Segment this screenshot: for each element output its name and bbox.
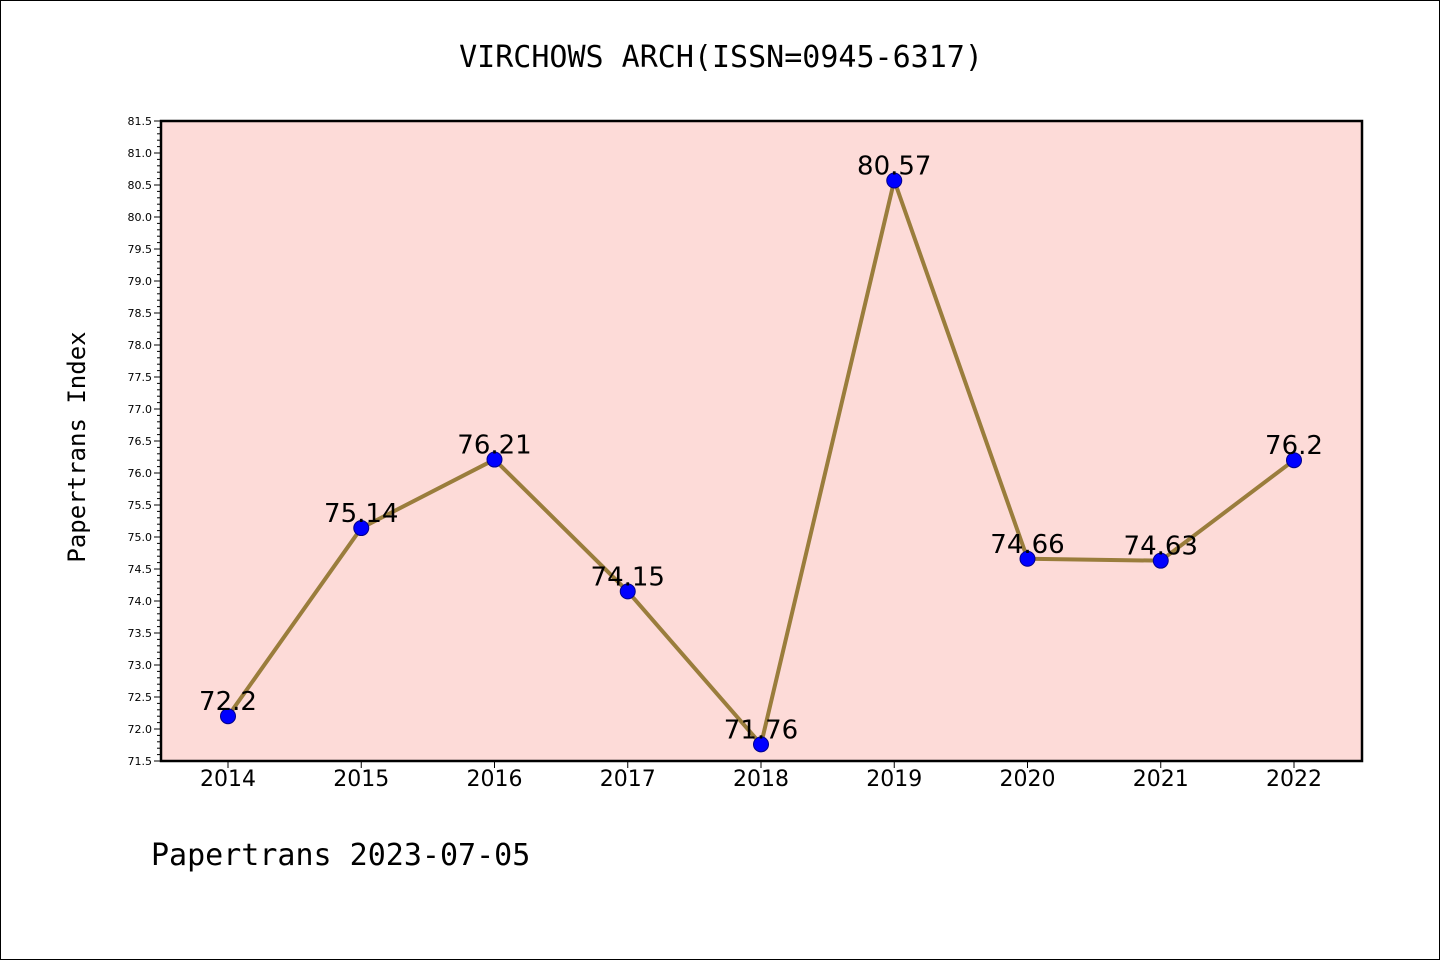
y-tick-label: 72.5: [128, 691, 153, 704]
data-label: 76.21: [457, 431, 531, 461]
series-group: 72.2 75.14 76.21 74.15 71.76 80.57 74.66 74.63 7…: [199, 152, 1323, 753]
x-tick-label: 2019: [866, 767, 922, 792]
x-tick-label: 2021: [1133, 767, 1189, 792]
y-tick-label: 81.5: [128, 115, 153, 128]
y-tick-label: 73.5: [128, 627, 153, 640]
footer-text: Papertrans 2023-07-05: [151, 838, 530, 873]
data-point: [486, 451, 503, 468]
data-point: [220, 708, 236, 725]
y-tick-label: 81.0: [128, 147, 153, 160]
y-tick-label: 76.0: [128, 467, 153, 480]
x-tick-label: 2014: [200, 767, 256, 792]
x-tick-label: 2020: [1000, 767, 1056, 792]
y-tick-label: 73.0: [128, 659, 153, 672]
x-axis: 2014 2015 2016 2017 2018 2019 2020 2021 2022: [200, 761, 1322, 792]
data-point: [619, 583, 636, 600]
data-label: 76.2: [1265, 431, 1323, 461]
data-point: [753, 736, 769, 753]
y-tick-label: 80.0: [128, 211, 153, 224]
y-tick-label: 78.5: [128, 307, 153, 320]
data-label: 74.63: [1124, 532, 1198, 562]
data-point: [1286, 452, 1302, 469]
x-tick-label: 2017: [600, 767, 656, 792]
y-tick-label: 75.0: [128, 531, 153, 544]
y-tick-label: 72.0: [128, 723, 153, 736]
x-tick-label: 2018: [733, 767, 789, 792]
data-label: 72.2: [199, 687, 257, 717]
y-tick-label: 80.5: [128, 179, 153, 192]
y-tick-label: 79.0: [128, 275, 153, 288]
x-tick-label: 2015: [333, 767, 389, 792]
data-label: 74.15: [591, 562, 665, 592]
x-tick-label: 2022: [1266, 767, 1322, 792]
data-label: 75.14: [324, 499, 398, 529]
data-point: [1019, 550, 1036, 567]
data-point: [353, 520, 370, 537]
data-label: 80.57: [857, 152, 931, 182]
data-label: 71.76: [724, 715, 798, 745]
y-tick-label: 74.5: [128, 563, 153, 576]
y-axis-label: Papertrans Index: [63, 331, 91, 562]
y-tick-label: 71.5: [128, 755, 153, 768]
chart-title: VIRCHOWS ARCH(ISSN=0945-6317): [459, 40, 983, 75]
data-point: [886, 172, 903, 189]
y-tick-label: 74.0: [128, 595, 153, 608]
plot-area: [159, 119, 1364, 763]
y-tick-label: 76.5: [128, 435, 153, 448]
y-tick-label: 77.5: [128, 371, 153, 384]
data-label: 74.66: [990, 530, 1064, 560]
x-tick-label: 2016: [467, 767, 523, 792]
y-tick-label: 77.0: [128, 403, 153, 416]
y-tick-label: 75.5: [128, 499, 153, 512]
y-tick-label: 78.0: [128, 339, 153, 352]
y-tick-label: 79.5: [128, 243, 153, 256]
y-axis: 71.5 72.0 72.5 73.0 73.5 74.0 74.5 75.0 75.5 76.0…: [128, 115, 161, 768]
data-point: [1152, 552, 1169, 569]
